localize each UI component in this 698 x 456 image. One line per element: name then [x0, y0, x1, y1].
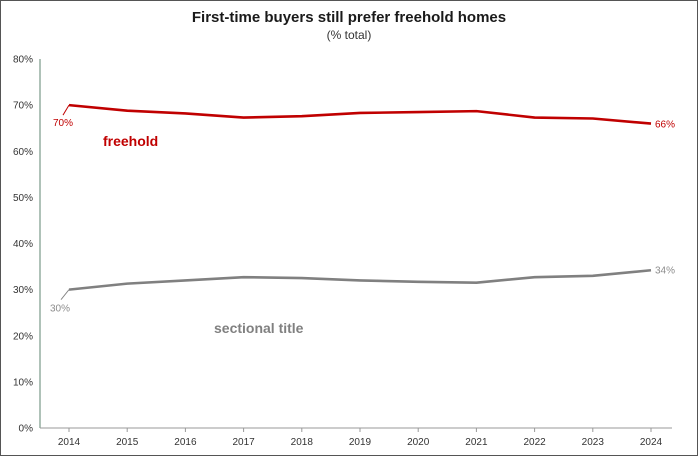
chart-title: First-time buyers still prefer freehold … [191, 9, 507, 26]
end-value-label: 66% [655, 120, 675, 131]
series-name-label: sectional title [214, 320, 304, 336]
series-lines [68, 103, 652, 291]
x-tick-label: 2016 [174, 437, 197, 448]
y-tick-label: 20% [13, 331, 33, 342]
y-tick-label: 70% [13, 101, 33, 112]
x-tick-label: 2020 [407, 437, 430, 448]
y-tick-label: 60% [13, 147, 33, 158]
start-value-label: 30% [50, 304, 70, 315]
y-tick-label: 40% [13, 239, 33, 250]
y-tick-label: 0% [19, 424, 34, 435]
chart-subtitle: (% total) [326, 28, 372, 42]
x-tick-label: 2014 [58, 437, 81, 448]
x-tick-label: 2022 [523, 437, 546, 448]
x-tick-label: 2018 [291, 437, 314, 448]
start-label-leader [60, 289, 70, 300]
series-name-label: freehold [103, 133, 158, 149]
y-axis-ticks: 0% 10% 20% 30% 40% 50% 60% 70% 80% [13, 55, 33, 435]
x-tick-label: 2021 [465, 437, 488, 448]
x-tick-label: 2023 [582, 437, 605, 448]
start-value-label: 70% [53, 118, 73, 129]
series-line-freehold [68, 103, 652, 125]
y-tick-label: 80% [13, 55, 33, 66]
x-tick-label: 2017 [232, 437, 255, 448]
end-value-label: 34% [655, 265, 675, 276]
x-tick-label: 2015 [116, 437, 139, 448]
series-labels: 70% 66% freehold 30% 34% sectional title [50, 104, 675, 336]
x-tick-label: 2024 [640, 437, 663, 448]
x-tick-label: 2019 [349, 437, 372, 448]
y-tick-label: 30% [13, 285, 33, 296]
y-tick-label: 10% [13, 377, 33, 388]
start-label-leader [62, 104, 70, 116]
x-axis-ticks: 2014 2015 2016 2017 2018 2019 2020 2021 2022 2023… [58, 428, 663, 448]
series-line-sectional-title [68, 268, 652, 291]
y-tick-label: 50% [13, 193, 33, 204]
